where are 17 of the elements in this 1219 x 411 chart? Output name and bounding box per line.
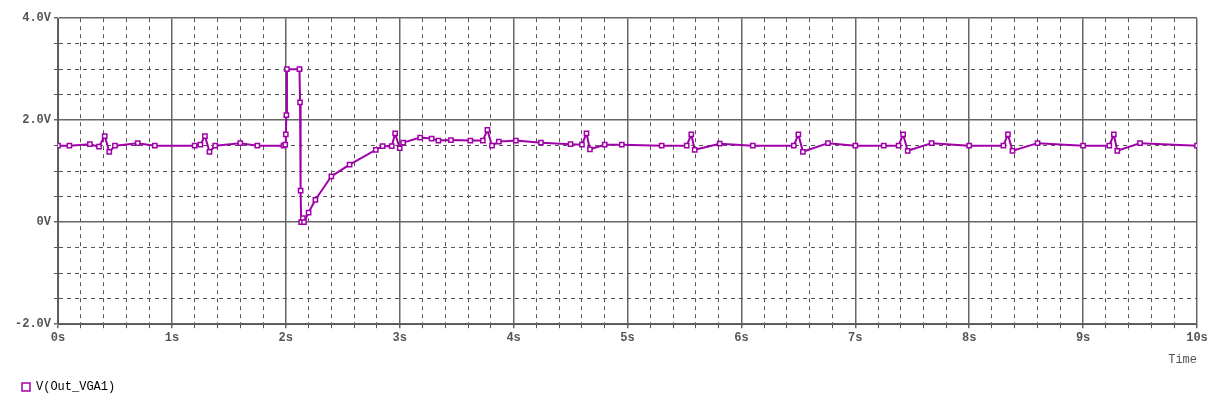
x-tick-label: 8s	[962, 331, 977, 346]
x-axis-title: Time	[1168, 352, 1197, 367]
y-tick-label: 4.0V	[22, 11, 52, 26]
x-tick-label: 9s	[1075, 331, 1091, 346]
x-tick-label: 0s	[50, 331, 66, 346]
legend-label: V(Out_VGA1)	[36, 380, 116, 395]
x-tick-label: 2s	[278, 331, 294, 346]
y-tick-label: -2.0V	[14, 317, 52, 332]
y-tick-label: 0V	[36, 215, 52, 230]
x-tick-label: 10s	[1186, 331, 1208, 346]
x-tick-label: 7s	[848, 331, 863, 346]
y-tick-label: 2.0V	[22, 113, 52, 128]
x-tick-label: 4s	[506, 331, 521, 346]
x-tick-label: 5s	[620, 331, 635, 346]
x-tick-label: 3s	[392, 331, 407, 346]
x-tick-label: 1s	[164, 331, 180, 346]
x-tick-label: 6s	[734, 331, 749, 346]
